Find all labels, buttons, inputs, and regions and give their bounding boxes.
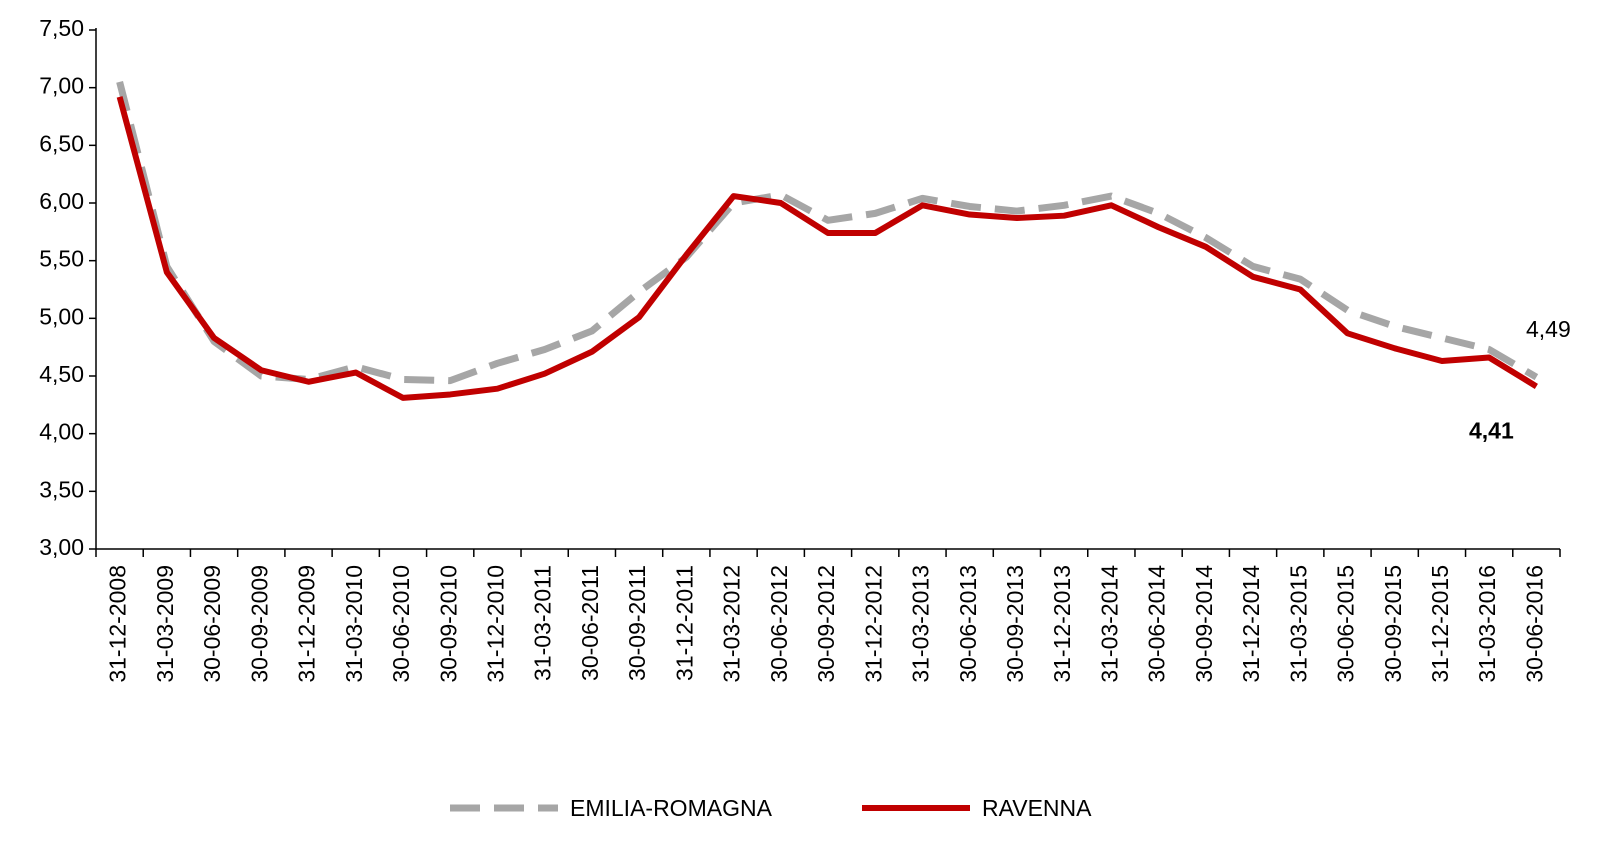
- x-tick-label: 31-12-2015: [1427, 565, 1453, 683]
- series-line: [116, 81, 1539, 385]
- x-tick-label: 31-12-2014: [1238, 565, 1264, 683]
- x-tick-label: 31-03-2011: [530, 565, 556, 681]
- y-tick-label: 6,00: [39, 188, 84, 214]
- legend-label: EMILIA-ROMAGNA: [570, 795, 773, 821]
- x-tick-label: 30-06-2010: [388, 565, 414, 683]
- x-tick-label: 30-09-2015: [1380, 565, 1406, 683]
- x-tick-label: 30-06-2009: [199, 565, 225, 683]
- x-tick-label: 30-09-2010: [435, 565, 461, 683]
- y-tick-label: 6,50: [39, 130, 84, 156]
- x-tick-label: 31-12-2010: [482, 565, 508, 683]
- y-tick-label: 3,00: [39, 534, 84, 560]
- x-tick-label: 30-06-2014: [1144, 565, 1170, 683]
- x-tick-label: 31-03-2010: [341, 565, 367, 683]
- y-tick-label: 5,50: [39, 246, 84, 272]
- x-tick-label: 30-09-2014: [1191, 565, 1217, 683]
- x-tick-label: 30-06-2012: [766, 565, 792, 683]
- x-tick-label: 31-03-2012: [719, 565, 745, 683]
- y-tick-label: 3,50: [39, 476, 84, 502]
- x-tick-label: 31-03-2014: [1096, 565, 1122, 683]
- y-tick-label: 7,00: [39, 73, 84, 99]
- x-tick-label: 31-12-2008: [105, 565, 131, 683]
- series-line: [116, 96, 1538, 401]
- x-tick-label: 31-12-2011: [671, 565, 697, 681]
- data-label: 4,49: [1526, 316, 1571, 342]
- x-tick-label: 31-03-2013: [908, 565, 934, 683]
- y-tick-label: 4,00: [39, 419, 84, 445]
- x-tick-label: 31-03-2016: [1474, 565, 1500, 683]
- legend-label: RAVENNA: [982, 795, 1092, 821]
- x-tick-label: 30-06-2013: [955, 565, 981, 683]
- y-tick-label: 5,00: [39, 303, 84, 329]
- x-tick-label: 30-09-2013: [1002, 565, 1028, 683]
- y-tick-label: 4,50: [39, 361, 84, 387]
- data-label: 4,41: [1469, 417, 1514, 443]
- x-tick-label: 31-12-2009: [294, 565, 320, 683]
- x-tick-label: 30-06-2016: [1521, 565, 1547, 683]
- y-tick-label: 7,50: [39, 15, 84, 41]
- x-tick-label: 30-09-2011: [624, 565, 650, 681]
- x-tick-label: 30-06-2011: [577, 565, 603, 681]
- x-tick-label: 31-12-2013: [1049, 565, 1075, 683]
- x-tick-label: 30-06-2015: [1333, 565, 1359, 683]
- x-tick-label: 30-09-2009: [246, 565, 272, 683]
- x-tick-label: 31-03-2015: [1285, 565, 1311, 683]
- x-tick-label: 31-03-2009: [152, 565, 178, 683]
- x-tick-label: 31-12-2012: [860, 565, 886, 683]
- x-tick-label: 30-09-2012: [813, 565, 839, 683]
